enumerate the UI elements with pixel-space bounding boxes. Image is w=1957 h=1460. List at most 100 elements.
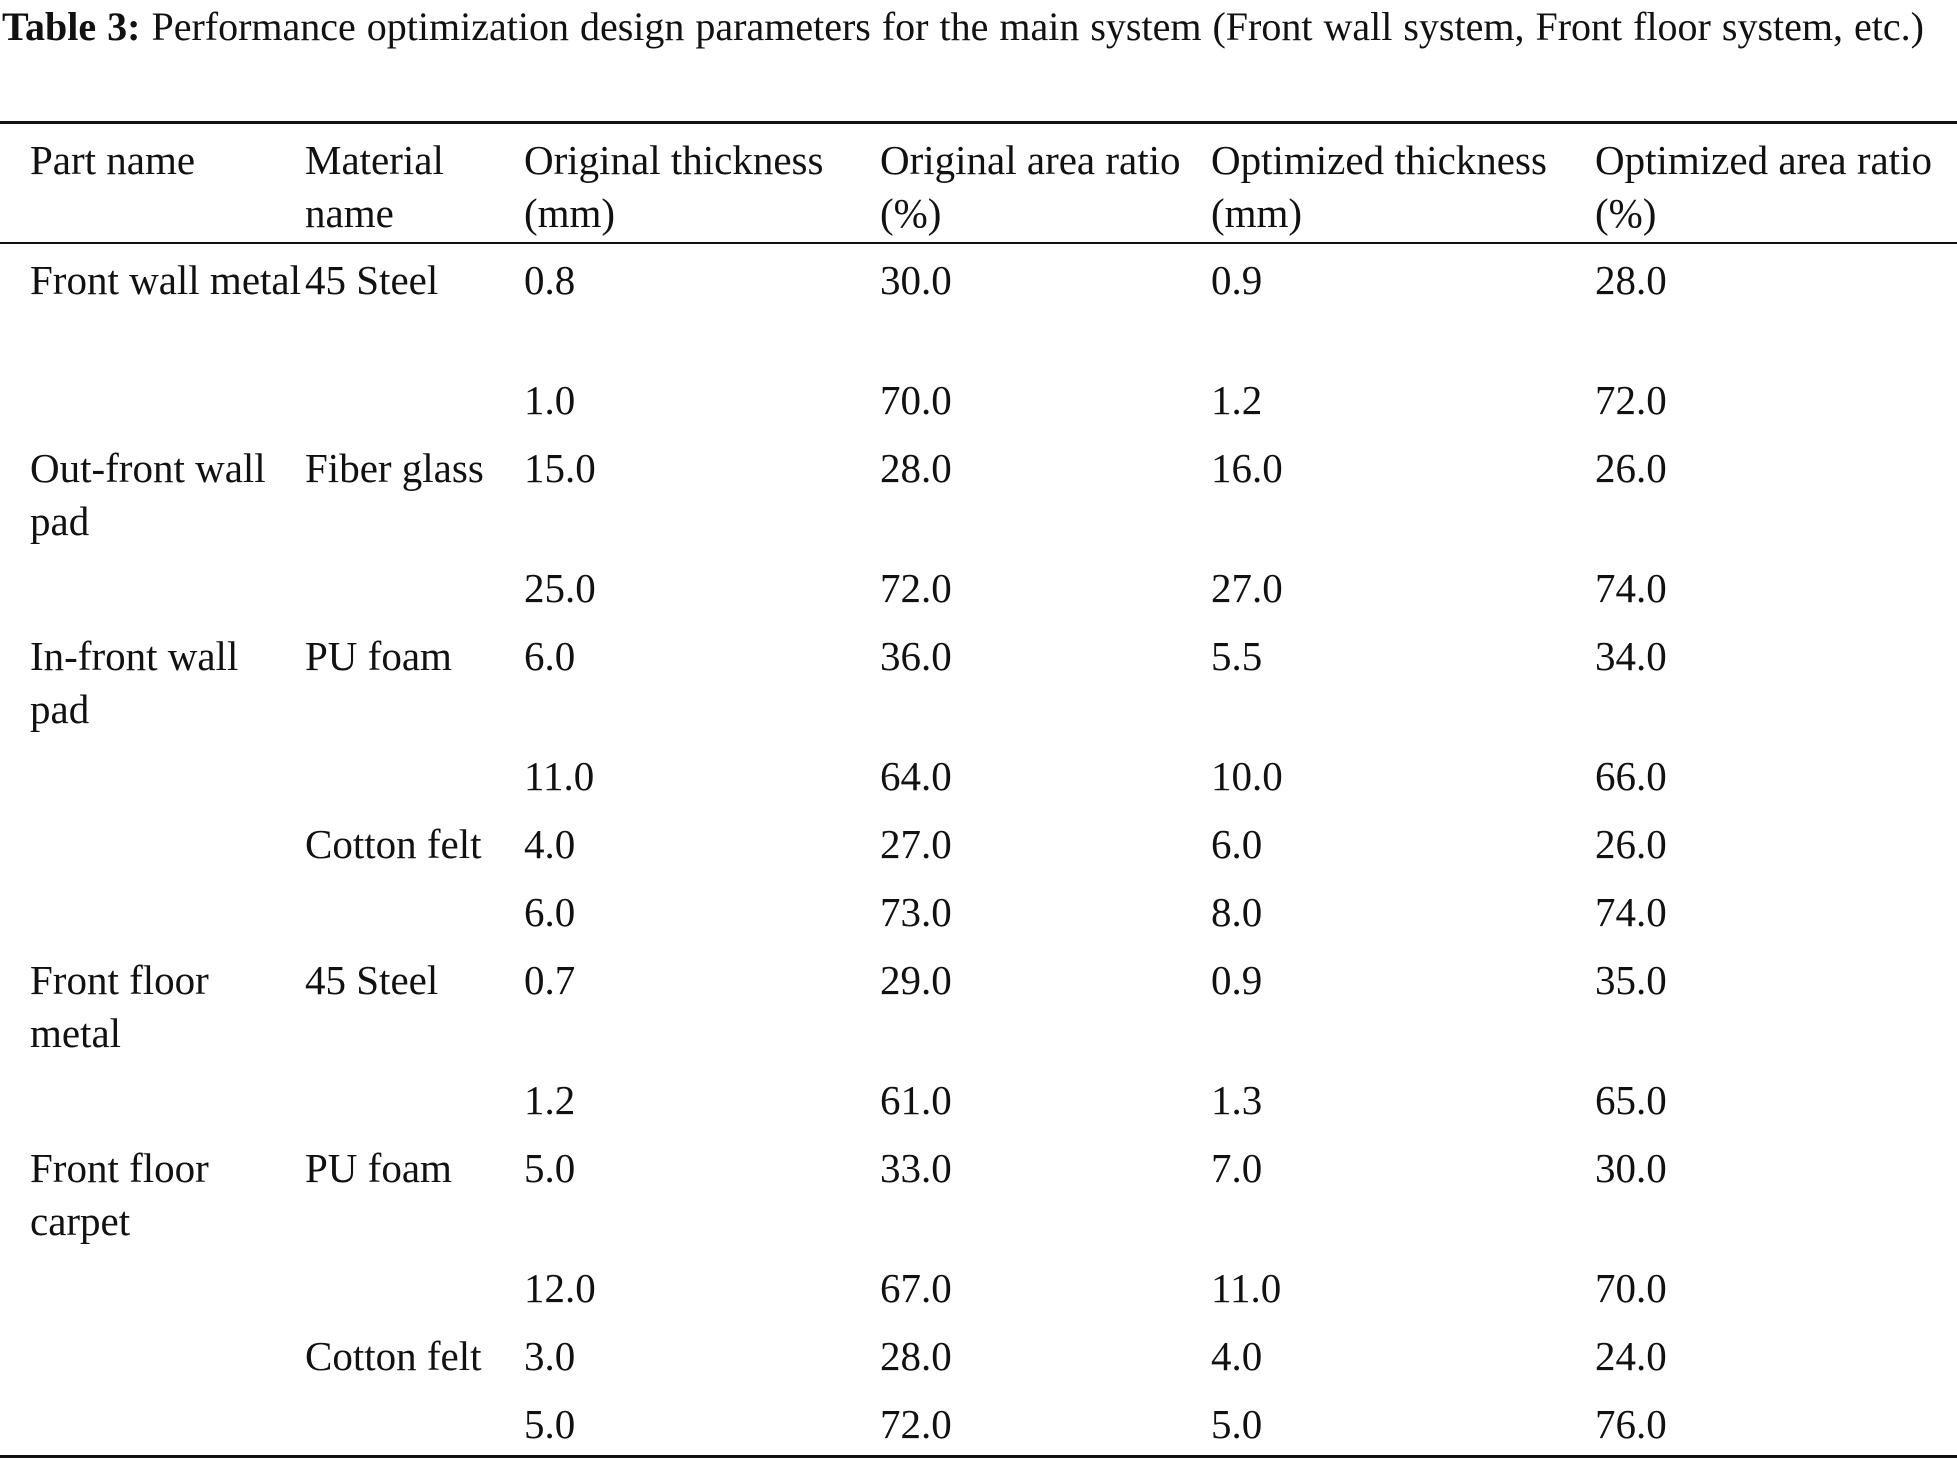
cell-part-name: Out-front wall pad [30, 445, 266, 544]
table-caption-text: Performance optimization design paramete… [140, 4, 1924, 49]
cell-material-name [305, 1250, 524, 1318]
cell-part-name [0, 1386, 305, 1454]
cell-optimized-area-ratio: 30.0 [1595, 1145, 1667, 1191]
cell-original-thickness: 25.0 [524, 565, 596, 611]
cell-original-area-ratio: 30.0 [880, 257, 952, 303]
cell-original-area-ratio: 29.0 [880, 957, 952, 1003]
cell-material-name: PU foam [305, 1145, 452, 1191]
header-material-name: Material name [305, 137, 444, 236]
cell-optimized-area-ratio: 26.0 [1595, 445, 1667, 491]
cell-optimized-thickness: 8.0 [1211, 889, 1263, 935]
cell-original-area-ratio: 72.0 [880, 565, 952, 611]
table-row: Front wall metal 45 Steel 0.8 30.0 0.9 28.0 [0, 242, 1957, 362]
cell-part-name: In-front wall pad [30, 633, 239, 732]
table-top-rule [0, 121, 1957, 124]
cell-material-name: 45 Steel [305, 957, 439, 1003]
cell-optimized-thickness: 5.5 [1211, 633, 1263, 679]
cell-part-name: Front floor metal [30, 957, 209, 1056]
cell-material-name [305, 362, 524, 430]
table-row: 5.0 72.0 5.0 76.0 [0, 1386, 1957, 1454]
cell-original-thickness: 5.0 [524, 1145, 576, 1191]
table-caption-label: Table 3: [2, 4, 141, 49]
cell-optimized-area-ratio: 72.0 [1595, 377, 1667, 423]
cell-material-name: 45 Steel [305, 257, 439, 303]
cell-part-name [0, 806, 305, 874]
cell-optimized-thickness: 0.9 [1211, 257, 1263, 303]
cell-original-thickness: 4.0 [524, 821, 576, 867]
table-row: In-front wall pad PU foam 6.0 36.0 5.5 34.0 [0, 618, 1957, 738]
cell-material-name: PU foam [305, 633, 452, 679]
cell-optimized-area-ratio: 34.0 [1595, 633, 1667, 679]
table-row: 1.2 61.0 1.3 65.0 [0, 1062, 1957, 1130]
cell-original-area-ratio: 36.0 [880, 633, 952, 679]
cell-original-thickness: 5.0 [524, 1401, 576, 1447]
header-part-name: Part name [30, 137, 196, 183]
cell-material-name: Cotton felt [305, 821, 482, 867]
cell-original-thickness: 12.0 [524, 1265, 596, 1311]
cell-optimized-thickness: 0.9 [1211, 957, 1263, 1003]
cell-optimized-area-ratio: 74.0 [1595, 889, 1667, 935]
table-row: Out-front wall pad Fiber glass 15.0 28.0 16.… [0, 430, 1957, 550]
cell-original-area-ratio: 33.0 [880, 1145, 952, 1191]
cell-original-thickness: 6.0 [524, 633, 576, 679]
cell-original-area-ratio: 28.0 [880, 445, 952, 491]
cell-optimized-area-ratio: 76.0 [1595, 1401, 1667, 1447]
cell-part-name [0, 1250, 305, 1318]
cell-optimized-thickness: 7.0 [1211, 1145, 1263, 1191]
cell-optimized-thickness: 4.0 [1211, 1333, 1263, 1379]
table-row: 11.0 64.0 10.0 66.0 [0, 738, 1957, 806]
cell-optimized-area-ratio: 66.0 [1595, 753, 1667, 799]
table-row: 6.0 73.0 8.0 74.0 [0, 874, 1957, 942]
table-row: Cotton felt 3.0 28.0 4.0 24.0 [0, 1318, 1957, 1386]
table-row: 12.0 67.0 11.0 70.0 [0, 1250, 1957, 1318]
cell-material-name: Cotton felt [305, 1333, 482, 1379]
table-header-row: Part name Material name Original thickne… [0, 124, 1957, 242]
cell-part-name: Front floor carpet [30, 1145, 209, 1244]
cell-part-name [0, 550, 305, 618]
table-row: 1.0 70.0 1.2 72.0 [0, 362, 1957, 430]
cell-original-thickness: 1.2 [524, 1077, 576, 1123]
cell-part-name [0, 362, 305, 430]
table-row: Front floor metal 45 Steel 0.7 29.0 0.9 35.0 [0, 942, 1957, 1062]
cell-material-name [305, 550, 524, 618]
cell-optimized-area-ratio: 70.0 [1595, 1265, 1667, 1311]
header-optimized-area-ratio: Optimized area ratio (%) [1595, 137, 1932, 236]
cell-original-area-ratio: 27.0 [880, 821, 952, 867]
cell-original-thickness: 1.0 [524, 377, 576, 423]
header-original-thickness: Original thickness (mm) [524, 137, 824, 236]
cell-optimized-thickness: 1.3 [1211, 1077, 1263, 1123]
cell-optimized-thickness: 10.0 [1211, 753, 1283, 799]
cell-original-area-ratio: 28.0 [880, 1333, 952, 1379]
cell-optimized-area-ratio: 35.0 [1595, 957, 1667, 1003]
header-original-area-ratio: Original area ratio (%) [880, 137, 1181, 236]
cell-original-area-ratio: 73.0 [880, 889, 952, 935]
cell-original-thickness: 11.0 [524, 753, 595, 799]
cell-material-name [305, 1062, 524, 1130]
table-row: Cotton felt 4.0 27.0 6.0 26.0 [0, 806, 1957, 874]
cell-original-thickness: 3.0 [524, 1333, 576, 1379]
cell-part-name [0, 1062, 305, 1130]
table-row: 25.0 72.0 27.0 74.0 [0, 550, 1957, 618]
cell-part-name [0, 1318, 305, 1386]
cell-optimized-thickness: 1.2 [1211, 377, 1263, 423]
cell-optimized-thickness: 5.0 [1211, 1401, 1263, 1447]
table-caption: Table 3: Performance optimization design… [2, 0, 1954, 54]
cell-optimized-area-ratio: 26.0 [1595, 821, 1667, 867]
cell-material-name [305, 738, 524, 806]
table-body: Front wall metal 45 Steel 0.8 30.0 0.9 28.0 1.… [0, 242, 1957, 1454]
cell-optimized-thickness: 11.0 [1211, 1265, 1282, 1311]
cell-optimized-thickness: 6.0 [1211, 821, 1263, 867]
cell-original-thickness: 0.8 [524, 257, 576, 303]
cell-original-area-ratio: 70.0 [880, 377, 952, 423]
table-bottom-rule [0, 1455, 1957, 1458]
cell-optimized-area-ratio: 28.0 [1595, 257, 1667, 303]
cell-original-area-ratio: 67.0 [880, 1265, 952, 1311]
cell-part-name [0, 874, 305, 942]
cell-optimized-area-ratio: 24.0 [1595, 1333, 1667, 1379]
cell-material-name [305, 1386, 524, 1454]
cell-optimized-area-ratio: 65.0 [1595, 1077, 1667, 1123]
cell-part-name [0, 738, 305, 806]
cell-original-thickness: 6.0 [524, 889, 576, 935]
cell-part-name: Front wall metal [30, 257, 302, 303]
cell-original-area-ratio: 64.0 [880, 753, 952, 799]
